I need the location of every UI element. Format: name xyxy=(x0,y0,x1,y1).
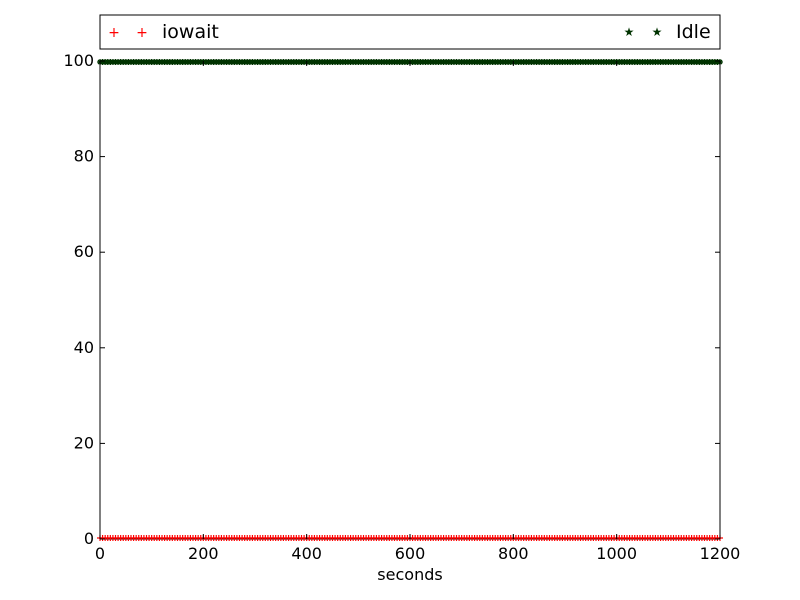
x-tick-label: 0 xyxy=(95,544,105,563)
legend-box xyxy=(99,14,721,50)
x-axis-label: seconds xyxy=(377,565,442,584)
y-tick-label: 20 xyxy=(74,433,94,452)
legend-marker-iowait-2: + xyxy=(136,25,148,41)
x-tick-label: 1200 xyxy=(700,544,741,563)
y-tick-label: 60 xyxy=(74,242,94,261)
legend-entry-iowait: + + iowait xyxy=(108,21,219,43)
legend: + + iowait ★ ★ Idle xyxy=(99,14,721,50)
y-tick-label: 80 xyxy=(74,147,94,166)
y-tick-label: 100 xyxy=(63,51,94,70)
y-tick-label: 0 xyxy=(84,529,94,548)
x-tick-label: 600 xyxy=(395,544,426,563)
series-iowait xyxy=(97,535,723,541)
legend-marker-idle-1: ★ xyxy=(624,25,635,39)
legend-label-iowait: iowait xyxy=(162,21,219,43)
x-tick-label: 400 xyxy=(291,544,322,563)
x-tick-label: 1000 xyxy=(596,544,637,563)
legend-marker-idle-2: ★ xyxy=(652,25,663,39)
legend-marker-iowait-1: + xyxy=(108,25,120,41)
axis-ticks: 0 200 400 600 800 1000 1200 0 20 40 60 80 100 xyxy=(63,51,740,563)
x-tick-label: 800 xyxy=(498,544,529,563)
plot-area xyxy=(99,60,721,540)
x-tick-label: 200 xyxy=(188,544,219,563)
y-tick-label: 40 xyxy=(74,338,94,357)
legend-label-idle: Idle xyxy=(676,21,711,43)
legend-entry-idle: ★ ★ Idle xyxy=(624,21,711,43)
